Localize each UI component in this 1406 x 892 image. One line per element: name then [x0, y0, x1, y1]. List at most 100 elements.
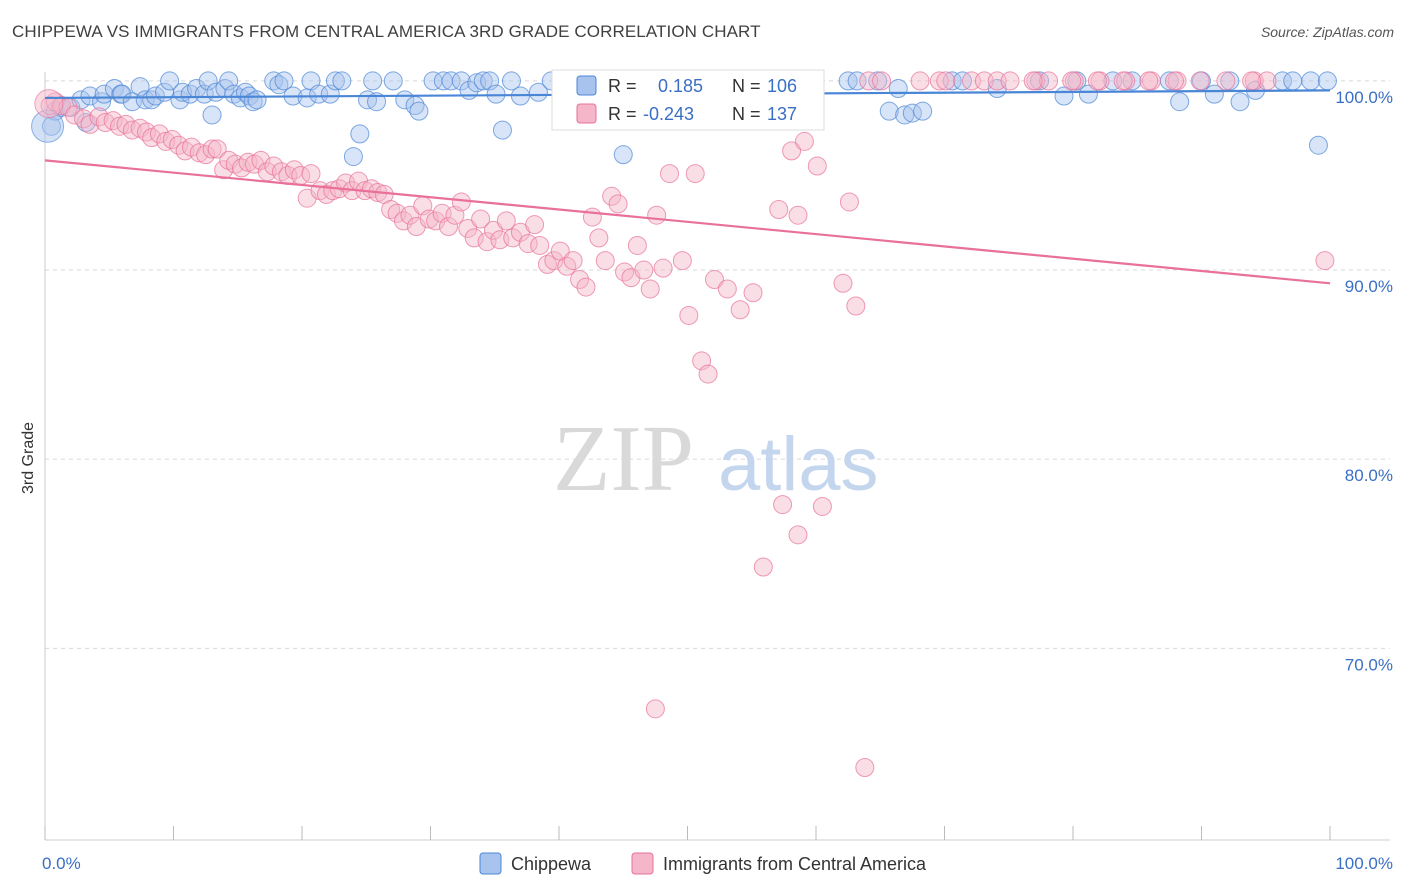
immigrants-point-100 [698, 364, 718, 384]
axes [44, 72, 1390, 841]
immigrants-point-49 [361, 179, 381, 199]
immigrants-point-113 [855, 757, 875, 777]
immigrants-point-12 [122, 120, 142, 140]
immigrants-point-96 [672, 251, 692, 271]
immigrants-point-82 [576, 277, 596, 297]
watermark-atlas: atlas [718, 422, 879, 507]
chippewa-point-41 [309, 84, 329, 104]
immigrants-point-87 [608, 194, 628, 214]
watermark-zip: ZIP [553, 407, 694, 511]
immigrants-point-10 [110, 116, 130, 136]
immigrants-point-93 [647, 205, 667, 225]
immigrants-point-142 [1139, 71, 1159, 91]
immigrants-point-95 [660, 164, 680, 184]
immigrants-point-16 [149, 124, 169, 144]
chippewa-point-107 [1308, 135, 1328, 155]
chippewa-point-25 [202, 105, 222, 125]
legend-n-value-blue: 106 [767, 76, 797, 96]
legend-r-value-pink: -0.243 [643, 104, 694, 124]
immigrants-point-134 [773, 495, 793, 515]
immigrants-point-143 [1165, 71, 1185, 91]
immigrants-point-102 [717, 279, 737, 299]
chippewa-point-44 [332, 71, 352, 91]
immigrants-point-115 [872, 71, 892, 91]
chippewa-point-19 [170, 90, 190, 110]
chippewa-point-14 [135, 90, 155, 110]
chippewa-point-66 [528, 82, 548, 102]
immigrants-point-32 [251, 150, 271, 170]
chippewa-point-94 [1078, 84, 1098, 104]
immigrants-trend-line [44, 159, 1331, 285]
immigrants-point-80 [563, 251, 583, 271]
bottom-legend-chippewa: Chippewa [511, 854, 592, 874]
immigrants-point-105 [769, 200, 789, 220]
immigrants-point-124 [1039, 71, 1059, 91]
x-tick-label-0: 0.0% [42, 854, 81, 873]
chippewa-point-87 [913, 101, 933, 121]
immigrants-point-111 [839, 192, 859, 212]
immigrants-point-133 [753, 557, 773, 577]
chippewa-point-71 [613, 145, 633, 165]
chippewa-point-85 [895, 105, 915, 125]
immigrants-point-135 [788, 525, 808, 545]
immigrants-point-118 [936, 71, 956, 91]
chippewa-point-108 [1317, 71, 1337, 91]
series-immigrants-points [34, 71, 1335, 777]
chippewa-point-34 [247, 90, 267, 110]
immigrants-point-76 [537, 254, 557, 274]
immigrants-point-68 [483, 220, 503, 240]
chippewa-point-53 [409, 101, 429, 121]
chippewa-point-45 [343, 147, 363, 167]
chart-source: Source: ZipAtlas.com [1260, 24, 1394, 40]
immigrants-point-20 [175, 141, 195, 161]
immigrants-point-34 [264, 156, 284, 176]
x-tick-labels: 0.0% 100.0% [42, 854, 1393, 873]
immigrants-point-84 [589, 228, 609, 248]
chippewa-point-84 [888, 78, 908, 98]
immigrants-point-108 [794, 131, 814, 151]
legend-n-value-pink: 137 [767, 104, 797, 124]
chippewa-point-57 [451, 71, 471, 91]
immigrants-point-66 [471, 209, 491, 229]
y-axis-title: 3rd Grade [20, 422, 37, 494]
immigrants-point-136 [812, 496, 832, 516]
legend-swatch-pink [576, 103, 597, 124]
y-tick-label-1: 90.0% [1345, 277, 1393, 296]
chippewa-point-56 [441, 71, 461, 91]
immigrants-point-137 [645, 699, 665, 719]
immigrants-point-40 [301, 164, 321, 184]
legend-n-label-pink: N = [732, 104, 761, 124]
immigrants-point-42 [316, 184, 336, 204]
immigrants-point-22 [189, 143, 209, 163]
legend-frame [551, 69, 825, 131]
legend-r-value-blue: 0.185 [658, 76, 703, 96]
bottom-legend-immigrants: Immigrants from Central America [663, 854, 927, 874]
chippewa-point-102 [1230, 92, 1250, 112]
chippewa-point-36 [269, 75, 289, 95]
immigrants-point-59 [426, 211, 446, 231]
immigrants-point-17 [156, 131, 176, 151]
bottom-legend-swatch-immigrants [631, 852, 654, 875]
immigrants-point-110 [833, 273, 853, 293]
immigrants-point-144 [1190, 71, 1210, 91]
immigrants-point-116 [910, 71, 930, 91]
watermark: ZIP atlas [553, 407, 879, 511]
immigrants-point-83 [582, 207, 602, 227]
immigrants-point-145 [1216, 71, 1236, 91]
legend-box: R = 0.185 N = 106 R = -0.243 N = 137 [551, 69, 825, 131]
chippewa-point-11 [112, 84, 132, 104]
legend-r-label-pink: R = [608, 104, 637, 124]
immigrants-point-24 [202, 139, 222, 159]
immigrants-point-103 [730, 300, 750, 320]
chippewa-point-35 [264, 71, 284, 91]
immigrants-point-63 [451, 192, 471, 212]
bottom-legend-swatch-chippewa [479, 852, 502, 875]
chippewa-point-6 [80, 86, 100, 106]
immigrants-point-107 [788, 205, 808, 225]
immigrants-point-65 [464, 228, 484, 248]
immigrants-point-55 [400, 205, 420, 225]
chippewa-point-43 [325, 71, 345, 91]
immigrants-point-25 [207, 139, 227, 159]
immigrants-point-58 [419, 209, 439, 229]
